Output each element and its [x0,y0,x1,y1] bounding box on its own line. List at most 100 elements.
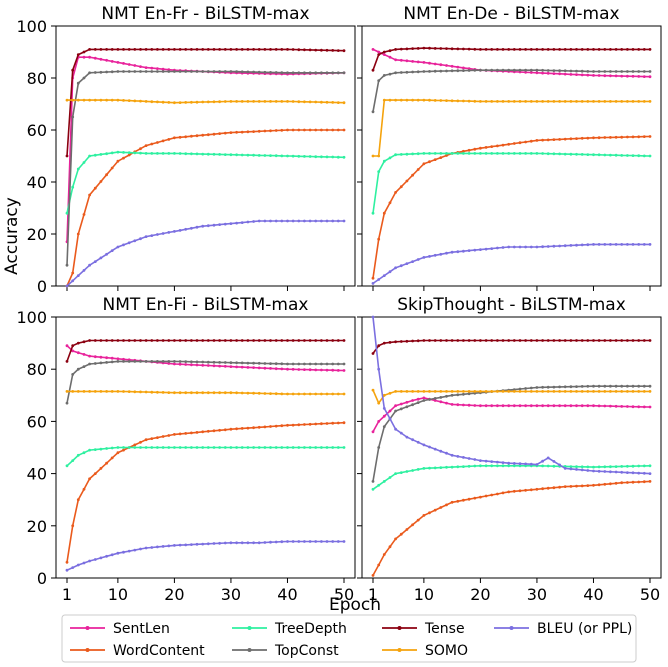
data-point [240,427,244,430]
data-point [479,459,482,462]
data-point [416,152,420,156]
data-point [450,390,454,393]
data-point [529,386,533,390]
data-point [563,100,567,103]
data-point [161,70,165,73]
data-point [246,130,250,134]
data-point [320,540,323,543]
data-point [642,471,646,475]
data-point [240,391,244,395]
data-point [620,135,624,139]
data-point [252,130,256,134]
data-point [479,48,482,51]
data-point [467,403,471,407]
data-point [314,540,318,543]
data-point [331,219,335,223]
data-point [597,384,601,388]
data-point [303,540,306,543]
data-point [563,244,567,248]
series-tense [65,48,346,158]
data-point [240,361,244,365]
data-point [246,100,250,103]
data-point [467,148,471,152]
data-point [133,390,137,394]
data-point [110,166,114,170]
data-point [371,110,375,114]
data-point [388,98,392,102]
series-line [66,220,344,287]
data-point [286,219,289,223]
plot-frame [361,25,662,287]
data-point [648,464,652,468]
data-point [93,186,97,190]
legend-item-somo: SOMO [382,643,468,659]
data-point [178,70,182,73]
data-point [229,222,233,226]
data-point [263,392,267,395]
data-point [235,365,239,369]
data-point [399,47,403,51]
data-point [563,385,567,389]
data-point [274,367,278,371]
data-point [479,68,482,72]
data-point [546,339,550,342]
data-point [150,339,154,342]
data-point [371,574,375,577]
data-point [603,404,607,408]
data-point [405,339,409,343]
data-point [558,404,561,408]
data-point [223,428,227,432]
data-point [269,71,272,74]
series-line [372,389,650,405]
x-tick-label: 30 [527,585,547,604]
data-point [592,74,595,77]
data-point [212,364,216,368]
data-point [269,540,272,544]
data-point [99,467,103,470]
data-point [184,432,188,435]
data-point [484,339,488,342]
data-point [473,464,477,468]
data-point [586,48,590,51]
series-somo [65,98,346,105]
data-point [462,149,465,153]
data-point [139,440,142,444]
data-point [99,556,103,560]
data-point [286,48,289,51]
data-point [388,201,392,205]
data-point [535,245,539,249]
data-point [563,48,567,51]
data-point [439,449,443,453]
legend-item-wordcontent: WordContent [70,643,205,659]
data-point [524,462,527,466]
data-point [240,100,244,103]
data-point [586,465,590,469]
x-tick-label: 20 [164,585,184,604]
data-point [246,48,250,51]
data-point [325,128,329,132]
data-point [150,142,154,146]
data-point [609,136,612,139]
data-point [116,390,120,393]
data-point [462,392,465,396]
data-point [246,541,250,545]
legend-item-bleu-or-ppl: BLEU (or PPL) [494,621,632,637]
data-point [405,390,409,393]
data-point [257,129,261,133]
data-point [558,100,561,103]
data-point [257,541,261,545]
data-point [110,151,114,155]
data-point [626,471,629,474]
series-somo [371,388,652,405]
data-point [637,75,641,78]
data-point [399,532,403,536]
data-point [320,128,323,132]
data-point [603,153,607,157]
data-point [291,48,295,51]
data-point [637,135,641,139]
data-point [122,550,125,554]
data-point [190,363,193,367]
data-point [614,100,618,103]
data-point [71,68,75,72]
data-point [116,360,120,363]
